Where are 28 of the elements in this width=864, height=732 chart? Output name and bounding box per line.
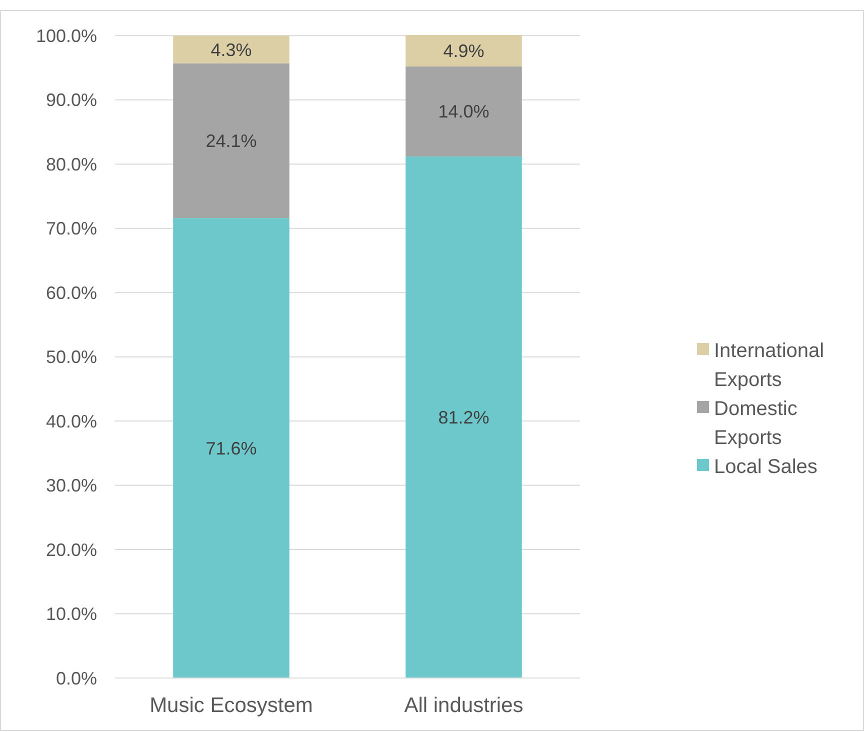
y-tick-label: 0.0% [56,668,97,688]
y-tick-label: 60.0% [46,282,97,303]
data-label: 14.0% [438,102,490,122]
y-tick-label: 100.0% [36,26,97,46]
bar [406,66,522,156]
y-tick-label: 50.0% [46,347,97,368]
data-label: 24.1% [206,130,257,151]
bar [406,156,522,678]
bar [173,36,290,64]
legend-label: Domestic Exports [714,398,798,449]
y-tick-label: 40.0% [46,411,97,432]
legend-label: International Exports [714,340,824,391]
data-label: 71.6% [206,438,257,458]
data-label: 4.9% [443,41,484,62]
bar [406,35,522,66]
y-tick-label: 10.0% [46,604,97,624]
bar [173,218,290,678]
bar [173,63,290,218]
y-tick-label: 90.0% [46,90,97,110]
y-tick-label: 80.0% [46,154,97,174]
y-tick-label: 70.0% [46,218,97,239]
y-tick-label: 30.0% [46,476,97,496]
x-tick-label: All industries [404,694,524,717]
legend-label: Local Sales [714,456,818,478]
data-label: 4.3% [210,40,252,60]
x-tick-label: Music Ecosystem [150,694,313,717]
y-tick-label: 20.0% [46,540,97,560]
data-label: 81.2% [438,408,490,428]
